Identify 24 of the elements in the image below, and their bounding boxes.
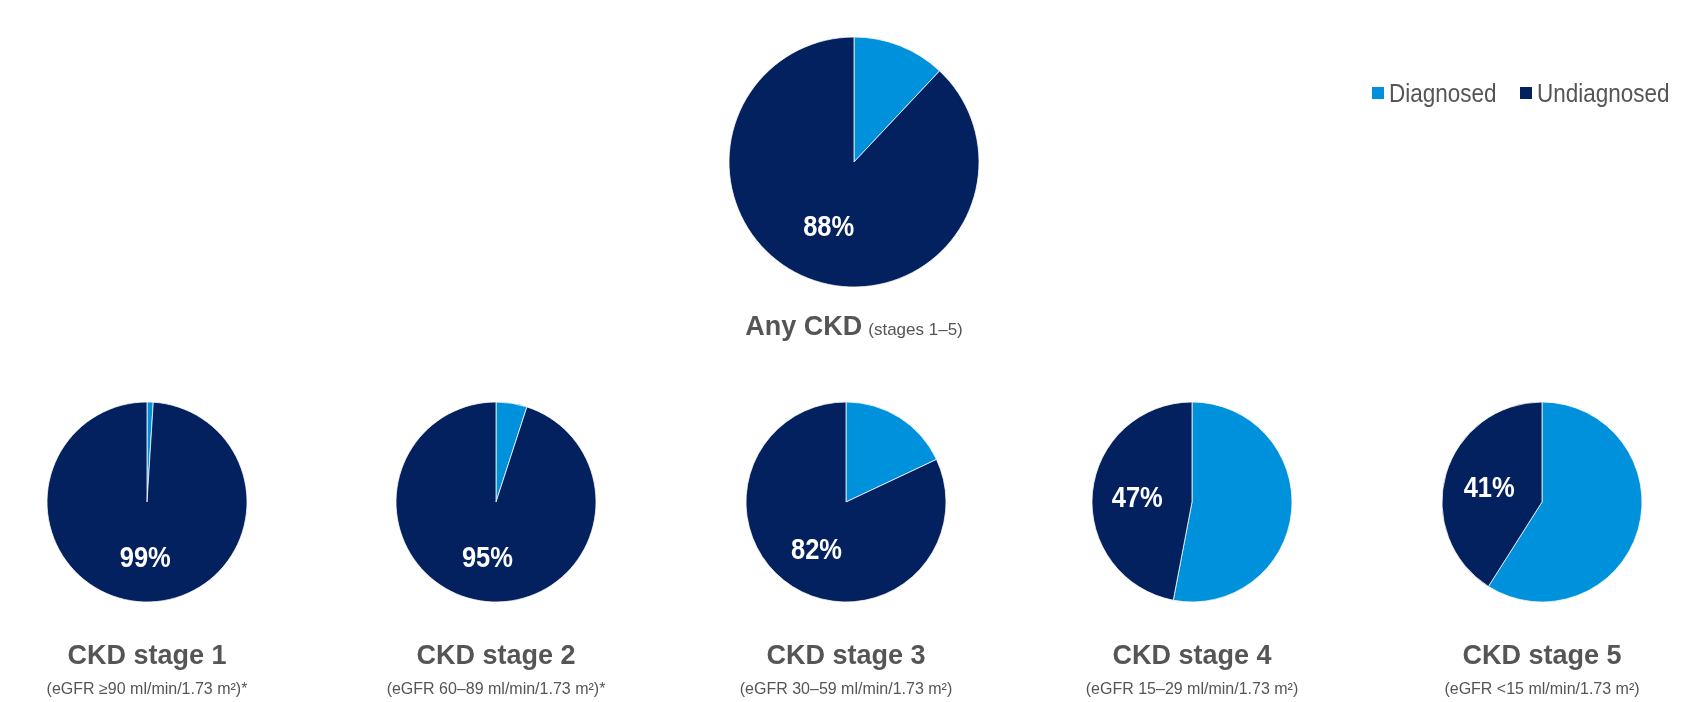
pie-slice [745,401,947,603]
data-label: 99% [119,540,172,574]
data-label: 47% [1111,480,1163,514]
data-label: 95% [461,539,514,574]
pie-slice [395,401,597,603]
text: (eGFR 30–59 ml/min/1.73 m²) [739,680,953,697]
text: CKD stage 5 [1462,640,1622,670]
text: CKD stage 4 [1112,640,1272,670]
text: CKD stage 3 [766,640,926,670]
pie-slice [728,36,980,288]
text: (eGFR ≥90 ml/min/1.73 m²)* [46,680,248,697]
text: Any CKD [745,311,863,341]
text: CKD stage 2 [416,640,576,670]
data-label: 41% [1463,470,1515,504]
legend-label: Undiagnosed [1537,78,1670,108]
text: (eGFR 60–89 ml/min/1.73 m²)* [386,680,606,697]
text: (eGFR <15 ml/min/1.73 m²) [1444,680,1640,697]
pie-slice [46,401,248,603]
legend-label: Diagnosed [1389,78,1497,108]
text: CKD stage 1 [67,640,227,670]
text: (stages 1–5) [868,320,963,339]
data-label: 88% [803,209,855,243]
text: (eGFR 15–29 ml/min/1.73 m²) [1085,680,1299,697]
data-label: 82% [791,532,843,566]
